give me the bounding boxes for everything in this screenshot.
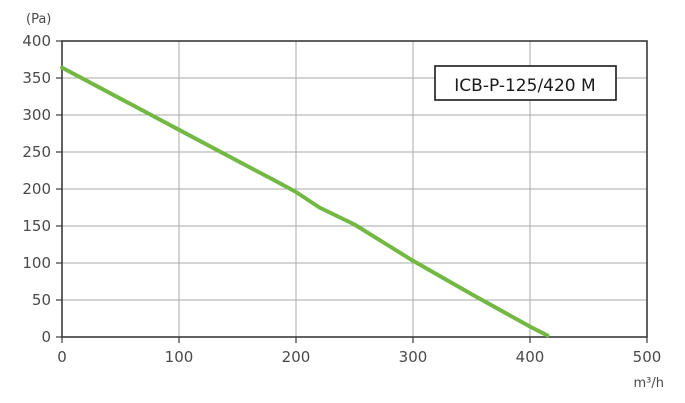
y-tick-label: 200 (22, 180, 51, 198)
model-label-box: ICB-P-125/420 M (434, 65, 617, 101)
x-tick-label: 200 (282, 348, 311, 366)
y-tick-label: 400 (22, 32, 51, 50)
y-tick-label: 50 (32, 291, 51, 309)
model-label: ICB-P-125/420 M (454, 76, 595, 96)
x-axis-unit-label: m³/h (634, 376, 665, 391)
x-tick-label: 300 (399, 348, 428, 366)
y-axis-unit-label: (Pa) (26, 12, 51, 27)
y-tick-label: 100 (22, 254, 51, 272)
y-tick-label: 300 (22, 106, 51, 124)
x-axis-ticks: 0 100 200 300 400 500 (57, 337, 661, 366)
x-tick-label: 0 (57, 348, 67, 366)
y-tick-label: 150 (22, 217, 51, 235)
y-tick-label: 250 (22, 143, 51, 161)
model-label-frame (434, 65, 617, 101)
y-tick-label: 0 (41, 328, 51, 346)
x-tick-label: 500 (633, 348, 662, 366)
series-line-0 (60, 65, 550, 338)
grid (62, 41, 647, 337)
y-axis-ticks: 0 50 100 150 200 250 300 350 400 (22, 32, 62, 346)
x-tick-label: 400 (516, 348, 545, 366)
series-group (60, 65, 550, 338)
x-tick-label: 100 (165, 348, 194, 366)
y-tick-label: 350 (22, 69, 51, 87)
